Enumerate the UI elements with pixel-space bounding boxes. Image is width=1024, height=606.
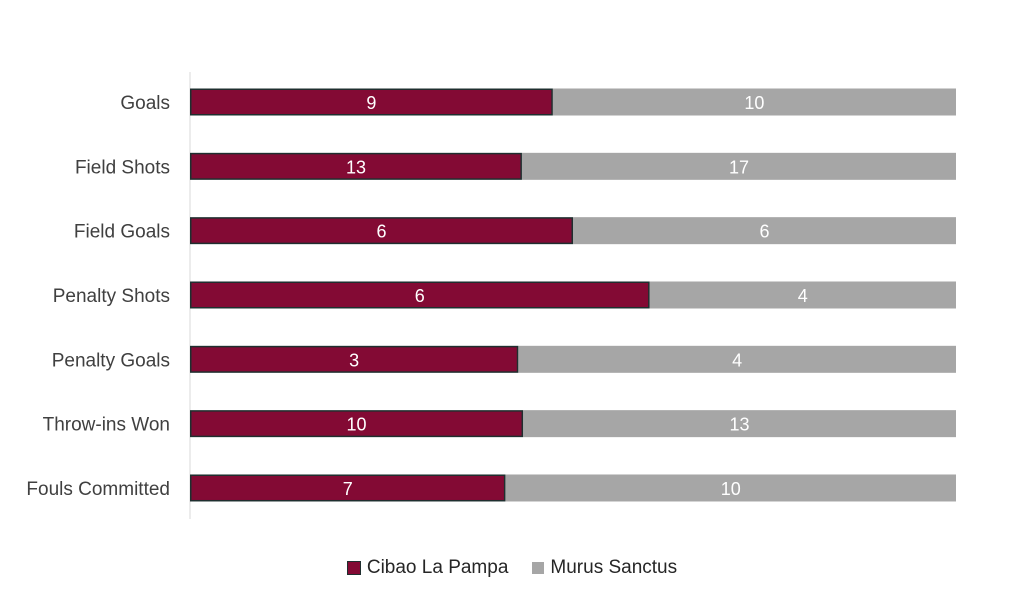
category-label-field-goals: Field Goals — [74, 222, 170, 243]
legend-label-murus-sanctus: Murus Sanctus — [550, 557, 678, 578]
data-label-murus-sanctus-fouls-committed: 10 — [721, 479, 741, 499]
data-label-cibao-la-pampa-field-goals: 6 — [376, 222, 386, 242]
data-label-murus-sanctus-field-goals: 6 — [759, 222, 769, 242]
bar-cibao-la-pampa-throw-ins-won — [190, 410, 524, 438]
data-label-murus-sanctus-penalty-shots: 4 — [798, 286, 808, 306]
category-label-penalty-goals: Penalty Goals — [52, 350, 170, 371]
bars-group — [190, 88, 956, 502]
data-label-murus-sanctus-goals: 10 — [744, 93, 764, 113]
legend-item-murus-sanctus: Murus Sanctus — [532, 557, 677, 579]
bar-murus-sanctus-field-shots — [521, 152, 956, 180]
category-label-field-shots: Field Shots — [75, 157, 170, 178]
data-label-cibao-la-pampa-penalty-shots: 6 — [415, 286, 425, 306]
data-label-murus-sanctus-throw-ins-won: 13 — [730, 415, 750, 435]
bar-cibao-la-pampa-penalty-goals — [190, 345, 519, 373]
data-label-cibao-la-pampa-penalty-goals: 3 — [349, 350, 359, 370]
bar-murus-sanctus-goals — [552, 88, 956, 116]
legend-swatch-cibao-la-pampa — [346, 561, 361, 575]
data-label-murus-sanctus-penalty-goals: 4 — [732, 350, 742, 370]
data-label-murus-sanctus-field-shots: 17 — [729, 157, 749, 177]
legend-swatch-murus-sanctus — [532, 562, 545, 574]
legend-item-cibao-la-pampa: Cibao La Pampa — [346, 557, 509, 579]
category-label-penalty-shots: Penalty Shots — [53, 286, 170, 307]
bar-murus-sanctus-fouls-committed — [505, 474, 956, 502]
category-label-goals: Goals — [120, 93, 170, 114]
bar-murus-sanctus-field-goals — [573, 217, 956, 245]
bar-cibao-la-pampa-goals — [190, 88, 553, 116]
category-label-throw-ins-won: Throw-ins Won — [43, 415, 170, 436]
legend-label-cibao-la-pampa: Cibao La Pampa — [366, 557, 509, 578]
category-label-fouls-committed: Fouls Committed — [26, 479, 170, 500]
bar-murus-sanctus-penalty-goals — [518, 345, 956, 373]
bar-murus-sanctus-penalty-shots — [649, 281, 956, 309]
bar-murus-sanctus-throw-ins-won — [523, 410, 956, 438]
data-label-cibao-la-pampa-goals: 9 — [366, 93, 376, 113]
bar-cibao-la-pampa-fouls-committed — [190, 474, 506, 502]
data-label-cibao-la-pampa-field-shots: 13 — [346, 157, 366, 177]
data-label-cibao-la-pampa-fouls-committed: 7 — [343, 479, 353, 499]
bar-cibao-la-pampa-field-goals — [190, 217, 573, 245]
bar-cibao-la-pampa-penalty-shots — [190, 281, 650, 309]
legend: Cibao La Pampa Murus Sanctus — [0, 555, 1024, 581]
data-label-cibao-la-pampa-throw-ins-won: 10 — [347, 415, 367, 435]
bar-cibao-la-pampa-field-shots — [190, 152, 522, 180]
labels-group: Goals 9 10 Field Shots 13 17 Field Goals 6 6 Pena… — [26, 93, 807, 500]
